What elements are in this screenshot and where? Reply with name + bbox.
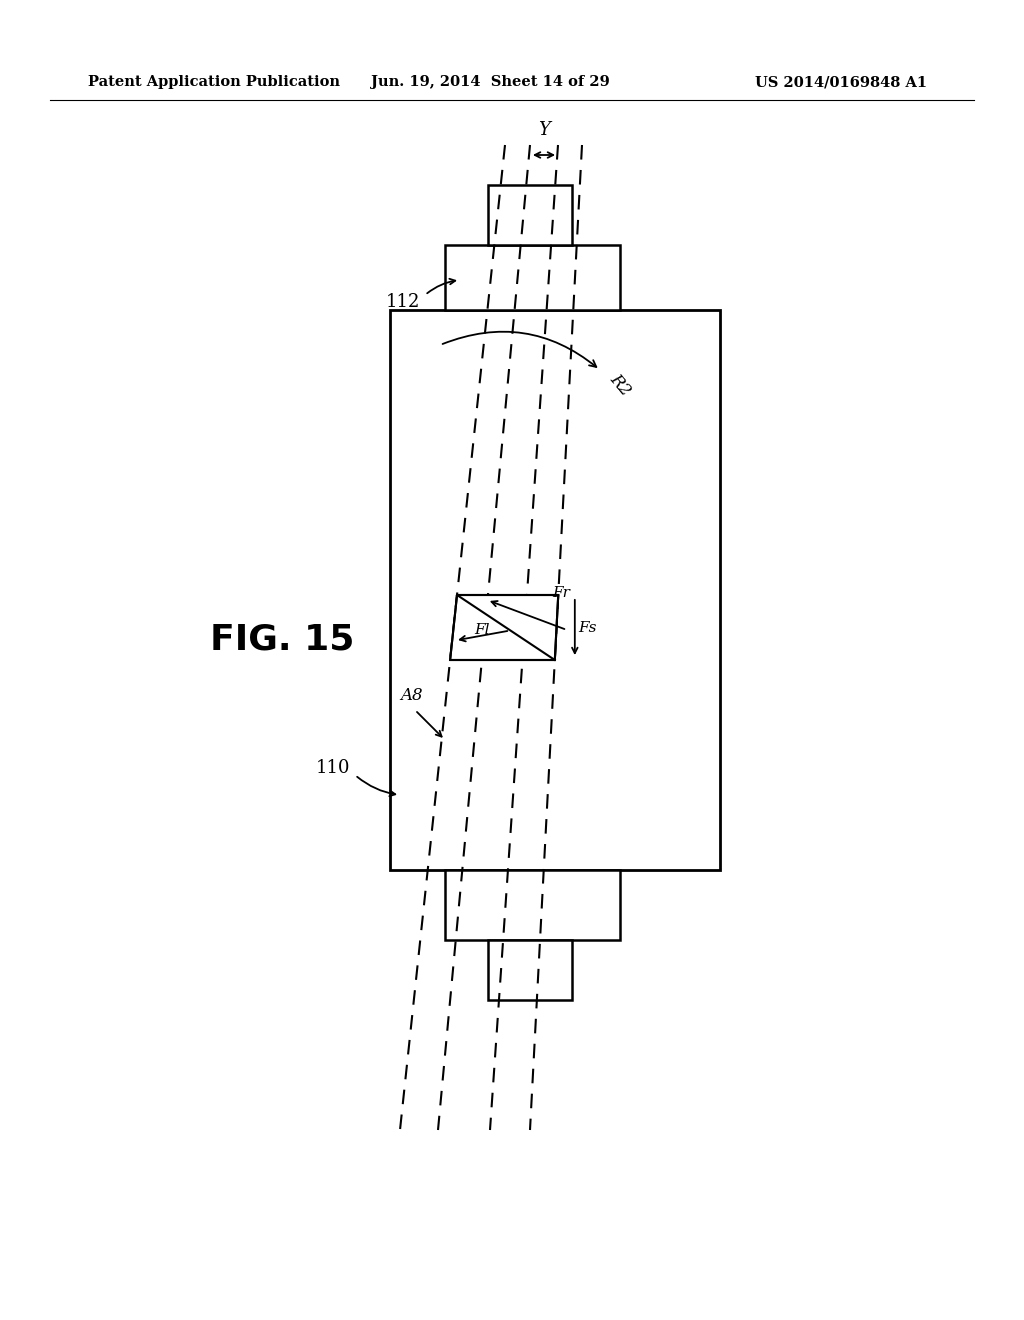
Text: A8: A8 [400,686,423,704]
Text: Jun. 19, 2014  Sheet 14 of 29: Jun. 19, 2014 Sheet 14 of 29 [371,75,609,88]
Text: Patent Application Publication: Patent Application Publication [88,75,340,88]
Text: Fs: Fs [578,620,596,635]
Text: 112: 112 [386,293,420,312]
Text: R2: R2 [606,371,634,400]
Bar [390,310,720,870]
Bar [488,940,572,1001]
Bar [445,870,620,940]
Text: Fl: Fl [474,623,489,638]
Text: 110: 110 [315,759,350,777]
Text: FIG. 15: FIG. 15 [210,623,354,657]
Text: Y: Y [538,121,550,139]
Text: Fr: Fr [552,586,570,601]
Bar [488,185,572,246]
Text: US 2014/0169848 A1: US 2014/0169848 A1 [755,75,927,88]
Polygon shape [451,595,558,660]
Bar [445,246,620,310]
